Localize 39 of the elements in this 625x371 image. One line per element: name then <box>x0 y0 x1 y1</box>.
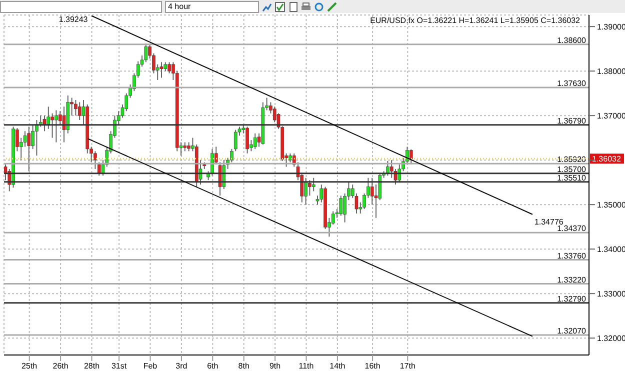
x-tick-label: 6th <box>207 362 218 371</box>
candlestick <box>234 129 238 152</box>
ref-line-label: 1.33760 <box>557 251 587 260</box>
candlestick <box>74 100 78 116</box>
x-tick-label: 11th <box>298 362 314 371</box>
x-tick-label: 25th <box>22 362 38 371</box>
x-tick-label: 3rd <box>176 362 188 371</box>
x-tick-label: 14th <box>330 362 346 371</box>
candlestick <box>253 132 257 150</box>
x-tick-label: 8th <box>238 362 250 371</box>
ref-line-label: 1.32070 <box>557 326 587 336</box>
chart-title: EUR/USD.fx O=1.36221 H=1.36241 L=1.35905 C=1.36032 <box>370 16 580 25</box>
candlestick <box>331 210 335 226</box>
candlestick <box>78 102 82 121</box>
ref-line-label: 1.38600 <box>557 36 587 45</box>
ref-line-label: 1.32790 <box>557 294 587 304</box>
annotation: 1.39243 <box>58 14 88 24</box>
x-tick-label: 28th <box>84 362 100 371</box>
candlestick <box>409 148 413 165</box>
text: 4 hour <box>165 0 259 12</box>
ref-line-label: 1.35510 <box>557 173 587 182</box>
ref-line-label: 1.36790 <box>557 116 587 126</box>
ref-line-label: 1.35700 <box>557 164 587 174</box>
candlestick <box>144 42 148 63</box>
x-tick-label: Feb <box>143 362 158 371</box>
ref-line-label: 1.37630 <box>557 79 587 88</box>
x-tick-label: 16th <box>364 362 380 371</box>
x-tick-label: 9th <box>269 362 281 371</box>
annotation: 1.34776 <box>534 217 564 226</box>
candlestick <box>168 62 171 74</box>
ref-line-label: 1.36032 <box>592 154 622 164</box>
candlestick <box>339 195 343 216</box>
x-tick-label: 26th <box>52 362 68 371</box>
ref-line-label: 1.33220 <box>557 275 587 284</box>
x-tick-label: 17th <box>400 362 416 371</box>
ref-line-label: 1.34370 <box>557 224 587 234</box>
candlestick <box>94 150 97 170</box>
candlestick <box>160 62 164 78</box>
x-tick-label: 31st <box>111 362 128 371</box>
